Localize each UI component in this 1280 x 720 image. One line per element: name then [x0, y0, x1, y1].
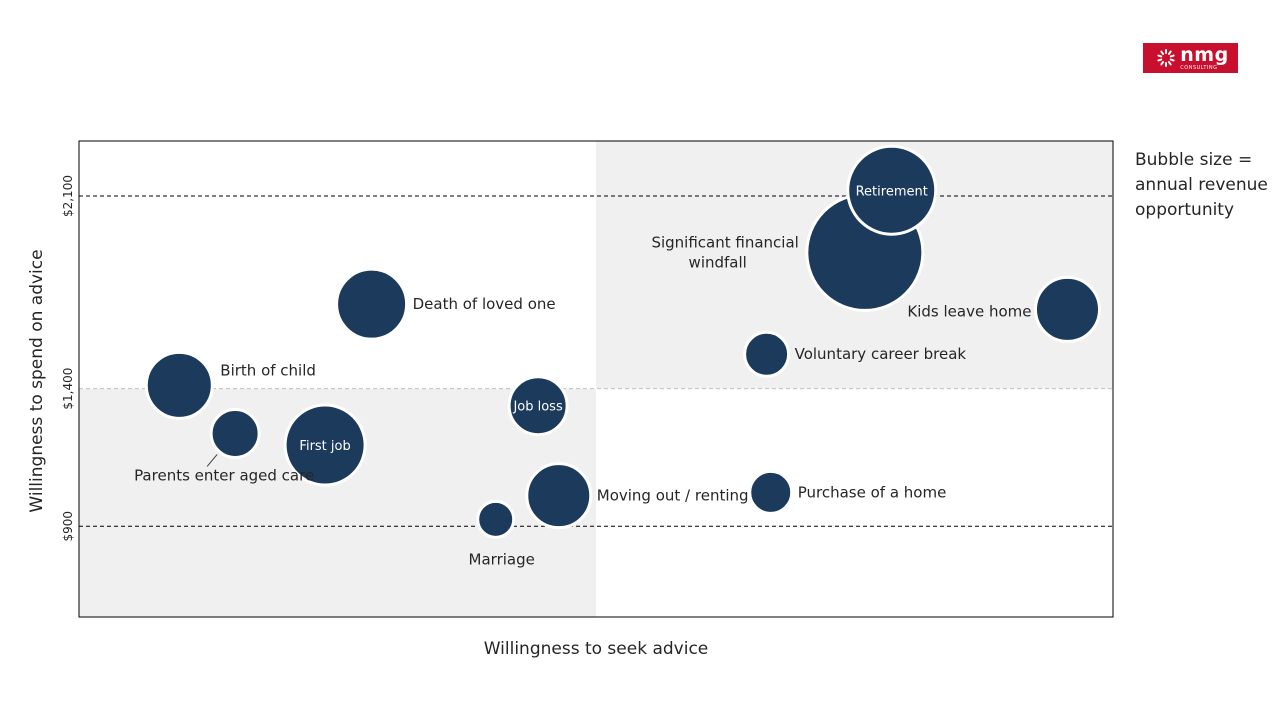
bubble-retirement [846, 144, 938, 236]
bubble-label-marriage: Marriage [469, 550, 535, 568]
logo-burst-icon [1156, 48, 1176, 68]
y-axis-title: Willingness to spend on advice [27, 249, 47, 512]
bubble-label-job-loss: Job loss [512, 400, 563, 415]
logo-name: nmg [1180, 43, 1229, 66]
nmg-logo: nmg CONSULTING [1143, 43, 1238, 73]
bubble-label-purchase-of-a-home: Purchase of a home [798, 483, 947, 501]
bubble-marriage [476, 499, 516, 539]
y-tick-label: $1,400 [61, 368, 75, 410]
bubble-label-birth-of-child: Birth of child [220, 361, 316, 379]
bubble-size-note: Bubble size = annual revenue opportunity [1135, 150, 1268, 220]
bubble-job-loss [507, 375, 569, 437]
bubble-purchase-of-a-home [748, 469, 794, 515]
y-tick-label: $2,100 [61, 175, 75, 217]
y-tick-label: $900 [61, 511, 75, 542]
bubble-voluntary-career-break [743, 330, 791, 378]
bubble-birth-of-child [144, 350, 214, 420]
bubble-label-kids-leave-home: Kids leave home [907, 302, 1031, 320]
bubble-death-of-loved-one [335, 267, 409, 341]
bubble-label-retirement: Retirement [856, 184, 928, 199]
bubble-label-moving-out-renting: Moving out / renting [597, 487, 749, 505]
logo-subtitle: CONSULTING [1180, 64, 1218, 71]
leader-line [206, 454, 218, 467]
x-axis-title: Willingness to seek advice [484, 639, 709, 659]
bubble-kids-leave-home [1034, 275, 1102, 343]
plot-frame [78, 140, 1114, 618]
bubble-label-voluntary-career-break: Voluntary career break [795, 345, 967, 363]
bubbles [144, 144, 1102, 539]
bubble-parents-enter-aged-care [209, 407, 261, 459]
bubble-label-parents-enter-aged-care: Parents enter aged care [134, 466, 314, 484]
bubble-moving-out-renting [525, 462, 593, 530]
bubble-first-job [283, 403, 367, 487]
reference-lines [79, 195, 1113, 527]
bubble-label-first-job: First job [299, 439, 350, 454]
y-tick-labels: $900 $1,400 $2,100 [61, 175, 75, 541]
bubble-labels: Birth of child Parents enter aged care Fir… [134, 184, 1031, 568]
bubble-label-death-of-loved-one: Death of loved one [413, 295, 556, 313]
bubble-label-significant-financial-windfall: Significant financial windfall [651, 233, 798, 271]
